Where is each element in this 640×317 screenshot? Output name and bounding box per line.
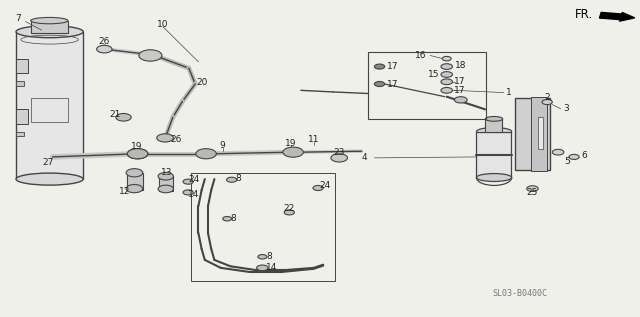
Circle shape	[527, 186, 538, 191]
Text: 17: 17	[454, 77, 465, 86]
Text: 2: 2	[545, 93, 550, 102]
Circle shape	[158, 185, 173, 193]
Circle shape	[552, 149, 564, 155]
Text: FR.: FR.	[575, 8, 593, 21]
Bar	[16, 109, 28, 124]
Bar	[127, 173, 143, 190]
Bar	[16, 81, 24, 86]
Bar	[159, 176, 173, 191]
Text: 21: 21	[109, 110, 121, 119]
Text: 25: 25	[527, 188, 538, 197]
Text: 11: 11	[308, 135, 319, 144]
Circle shape	[258, 255, 267, 259]
Circle shape	[196, 149, 216, 159]
Ellipse shape	[31, 17, 68, 24]
Text: 20: 20	[196, 78, 207, 87]
Text: 8: 8	[236, 174, 241, 183]
Circle shape	[183, 190, 193, 195]
Circle shape	[284, 210, 294, 215]
Text: 17: 17	[454, 86, 465, 95]
Ellipse shape	[486, 117, 503, 121]
Bar	[476, 132, 511, 178]
Circle shape	[331, 154, 348, 162]
FancyArrow shape	[600, 12, 635, 21]
Circle shape	[283, 147, 303, 157]
Text: 14: 14	[266, 263, 278, 272]
Circle shape	[441, 72, 452, 77]
Circle shape	[442, 56, 451, 61]
Circle shape	[569, 154, 579, 159]
Bar	[16, 59, 28, 73]
Text: SL03-B0400C: SL03-B0400C	[493, 289, 548, 298]
Text: 7: 7	[15, 14, 20, 23]
Circle shape	[374, 64, 385, 69]
Ellipse shape	[16, 173, 83, 185]
Circle shape	[97, 45, 112, 53]
Circle shape	[116, 113, 131, 121]
Text: 17: 17	[387, 62, 398, 71]
Circle shape	[441, 64, 452, 69]
Text: 18: 18	[455, 61, 467, 70]
Text: 24: 24	[319, 181, 331, 190]
Text: 16: 16	[415, 51, 427, 60]
Text: 6: 6	[582, 151, 587, 160]
Circle shape	[127, 149, 148, 159]
Bar	[531, 97, 547, 171]
Bar	[31, 21, 68, 33]
Circle shape	[257, 265, 268, 271]
Text: 9: 9	[220, 141, 225, 150]
Circle shape	[126, 169, 143, 177]
Circle shape	[374, 81, 385, 87]
Text: 4: 4	[362, 153, 367, 162]
Text: 26: 26	[98, 37, 109, 46]
Circle shape	[127, 149, 148, 159]
Text: 15: 15	[428, 70, 439, 79]
Text: 13: 13	[161, 168, 172, 177]
Bar	[16, 32, 83, 179]
Circle shape	[441, 79, 452, 85]
Bar	[191, 173, 335, 281]
Ellipse shape	[476, 174, 512, 181]
Bar	[515, 98, 550, 170]
Text: 24: 24	[188, 175, 200, 184]
Text: 19: 19	[131, 142, 142, 151]
Circle shape	[227, 177, 237, 182]
Text: 8: 8	[231, 214, 236, 223]
Text: 3: 3	[564, 104, 569, 113]
Circle shape	[441, 87, 452, 93]
Circle shape	[313, 185, 323, 191]
Ellipse shape	[476, 127, 512, 136]
Text: 26: 26	[170, 135, 182, 144]
Bar	[31, 98, 68, 122]
Text: 17: 17	[387, 80, 398, 88]
Circle shape	[126, 184, 143, 193]
Circle shape	[223, 217, 232, 221]
Circle shape	[183, 179, 193, 184]
Bar	[538, 117, 543, 149]
Text: 1: 1	[506, 88, 511, 97]
Text: 14: 14	[188, 191, 200, 199]
Text: 8: 8	[266, 252, 271, 261]
Text: 12: 12	[119, 187, 131, 196]
Text: 27: 27	[42, 158, 54, 167]
Bar	[368, 52, 486, 119]
Circle shape	[158, 172, 173, 180]
Bar	[485, 119, 502, 132]
Text: 10: 10	[157, 20, 169, 29]
Text: 5: 5	[564, 157, 570, 166]
Text: 22: 22	[284, 204, 295, 213]
Ellipse shape	[16, 26, 83, 38]
Circle shape	[454, 97, 467, 103]
Circle shape	[157, 134, 173, 142]
Bar	[16, 132, 24, 136]
Circle shape	[139, 50, 162, 61]
Text: 19: 19	[285, 139, 297, 148]
Circle shape	[542, 100, 552, 105]
Text: 23: 23	[333, 148, 345, 157]
